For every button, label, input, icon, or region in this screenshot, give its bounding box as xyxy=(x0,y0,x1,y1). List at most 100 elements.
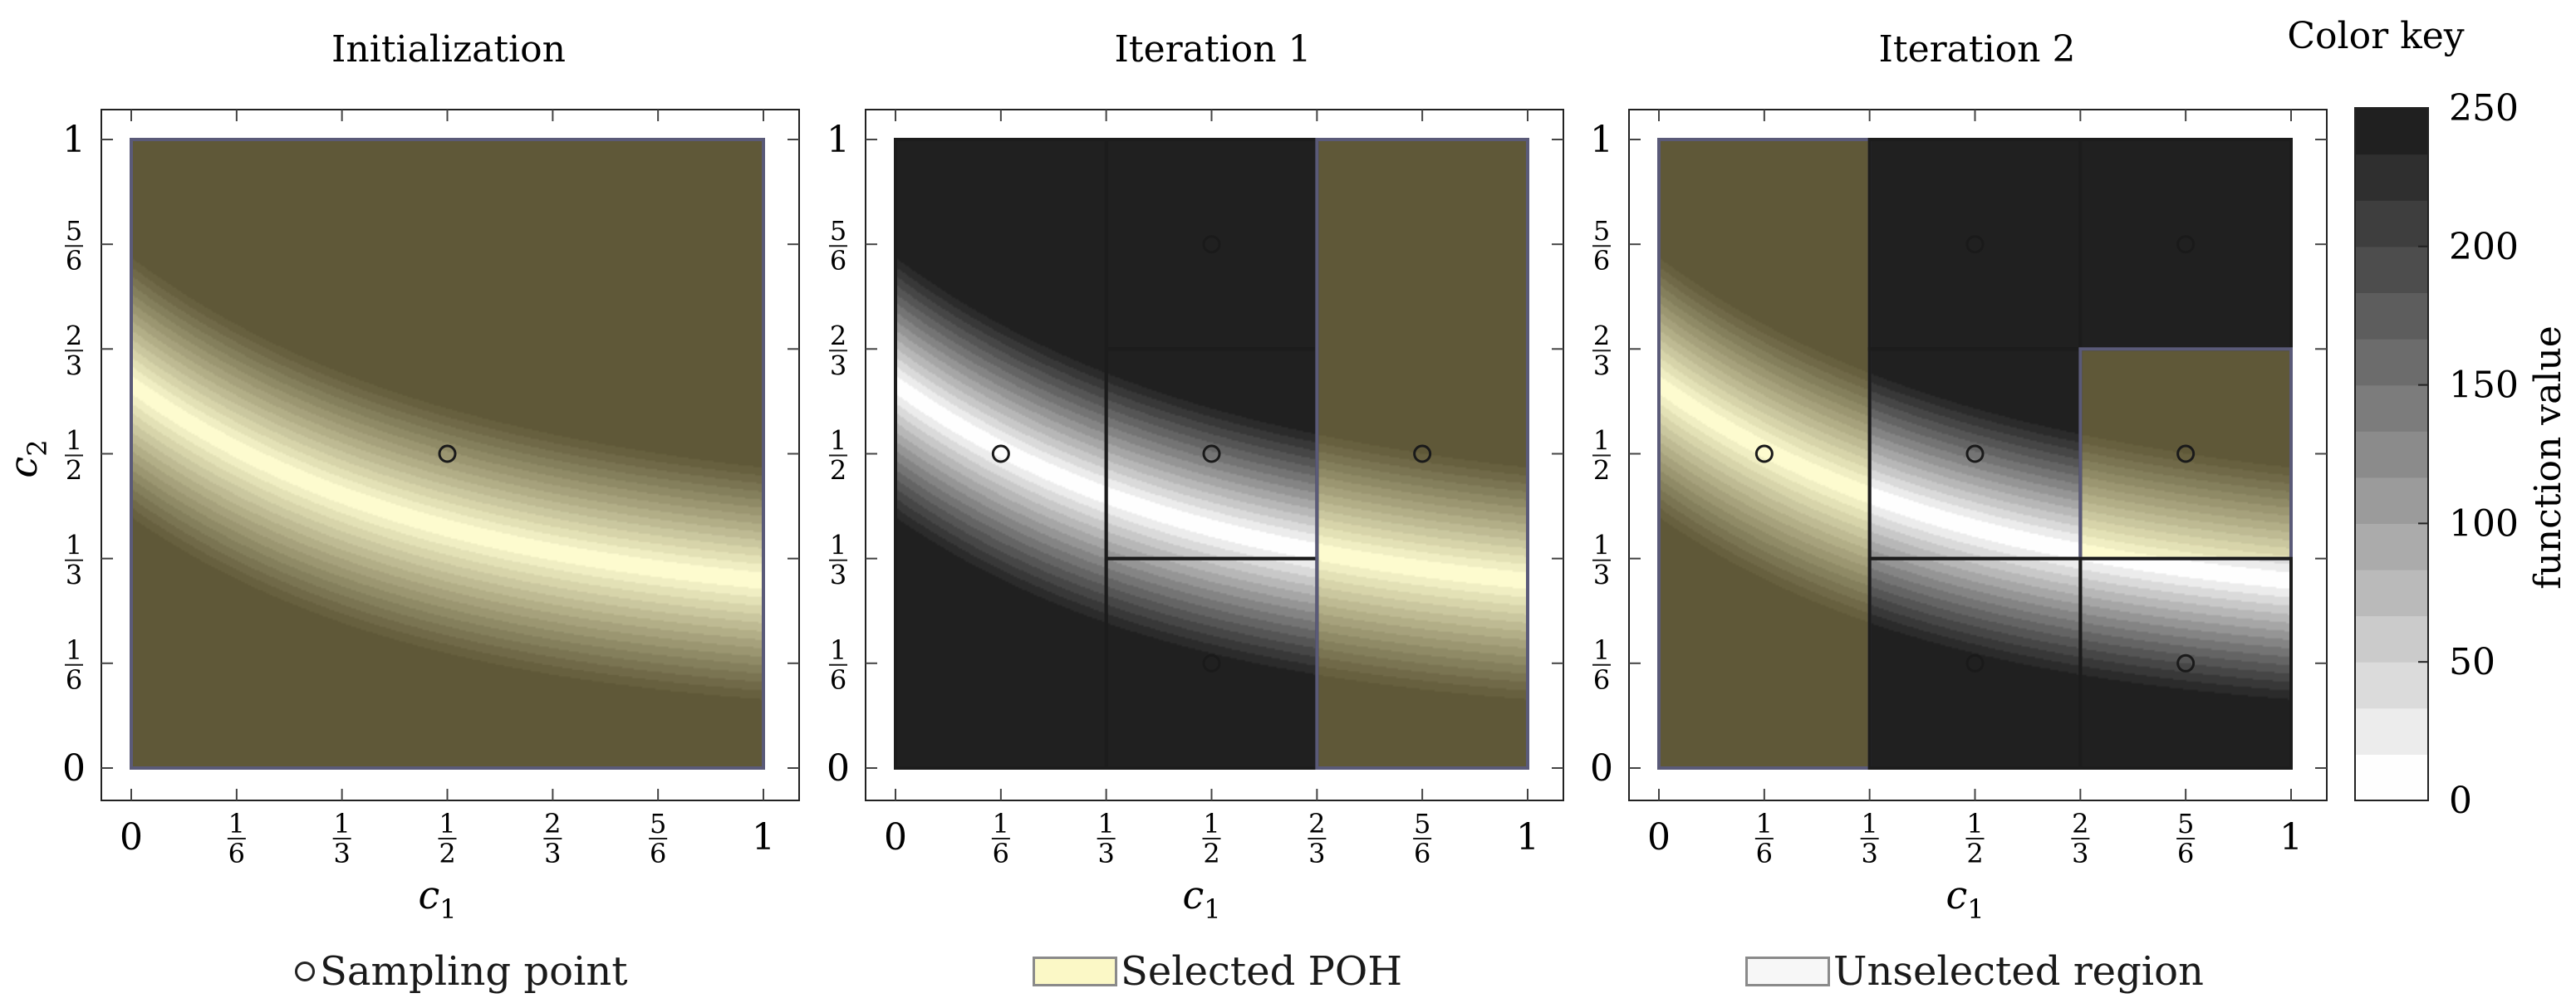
unselected-region-border xyxy=(2078,556,2293,770)
color-key-tick-label: 100 xyxy=(2449,502,2519,545)
tick-denominator: 3 xyxy=(544,838,561,869)
y-axis-label: c2 xyxy=(1,439,53,477)
tick-label: 1 xyxy=(752,816,775,859)
tick-fraction: 23 xyxy=(1308,808,1327,869)
tick-label: 0 xyxy=(1590,747,1613,790)
panel-1: Initialization001616131312122323565611c1… xyxy=(1,28,800,925)
color-key-title: Color key xyxy=(2287,15,2464,57)
unselected-region xyxy=(1106,139,1317,350)
selected-region-border xyxy=(1315,138,1529,770)
tick-fraction: 16 xyxy=(991,808,1010,869)
tick-numerator: 1 xyxy=(1861,808,1877,839)
color-key-band xyxy=(2355,754,2428,801)
tick-denominator: 6 xyxy=(66,664,82,696)
color-key-band xyxy=(2355,615,2428,663)
tick-fraction: 23 xyxy=(829,320,847,381)
tick-fraction: 16 xyxy=(65,634,83,696)
tick-label: 0 xyxy=(1647,816,1671,859)
tick-fraction: 16 xyxy=(1754,808,1774,869)
tick-fraction: 12 xyxy=(438,808,457,869)
color-key-axis-label: function value xyxy=(2527,325,2569,590)
tick-numerator: 1 xyxy=(228,808,245,839)
tick-denominator: 6 xyxy=(66,245,82,276)
tick-fraction: 13 xyxy=(829,530,847,591)
unselected-region xyxy=(1869,139,2081,350)
tick-fraction: 13 xyxy=(1860,808,1879,869)
x-axis-label: c1 xyxy=(418,873,456,925)
tick-denominator: 6 xyxy=(650,838,666,869)
tick-numerator: 1 xyxy=(66,530,82,561)
color-key-band xyxy=(2355,200,2428,247)
tick-fraction: 12 xyxy=(1965,808,1985,869)
tick-fraction: 12 xyxy=(829,425,847,487)
tick-numerator: 2 xyxy=(1593,320,1610,351)
tick-numerator: 5 xyxy=(1593,215,1610,247)
sampling-point xyxy=(2176,653,2196,673)
tick-fraction: 13 xyxy=(332,808,351,869)
unselected-region xyxy=(2080,139,2291,350)
color-key-band xyxy=(2355,384,2428,432)
tick-denominator: 3 xyxy=(1593,560,1610,591)
tick-label: 1 xyxy=(2279,816,2303,859)
tick-numerator: 1 xyxy=(1593,634,1610,666)
unselected-region xyxy=(1106,558,1317,768)
selected-region xyxy=(1317,139,1528,768)
tick-denominator: 2 xyxy=(1966,838,1983,869)
selected-region xyxy=(2080,349,2291,559)
tick-fraction: 13 xyxy=(1097,808,1116,869)
tick-numerator: 1 xyxy=(830,425,846,457)
selected-region xyxy=(1659,139,1870,768)
color-key-band xyxy=(2355,154,2428,201)
tick-fraction: 56 xyxy=(2176,808,2196,869)
tick-numerator: 1 xyxy=(439,808,455,839)
sampling-point xyxy=(1202,235,1221,254)
tick-numerator: 1 xyxy=(1966,808,1983,839)
tick-fraction: 12 xyxy=(1592,425,1611,487)
unselected-region xyxy=(1106,349,1317,559)
color-key-band xyxy=(2355,570,2428,617)
tick-fraction: 12 xyxy=(65,425,83,487)
unselected-region xyxy=(1869,349,2081,559)
tick-numerator: 1 xyxy=(993,808,1009,839)
tick-denominator: 3 xyxy=(66,560,82,591)
color-key-band xyxy=(2355,431,2428,478)
tick-numerator: 1 xyxy=(830,530,846,561)
tick-label: 0 xyxy=(62,747,86,790)
tick-numerator: 1 xyxy=(66,634,82,666)
color-key-band xyxy=(2355,477,2428,524)
tick-denominator: 6 xyxy=(1593,664,1610,696)
tick-numerator: 2 xyxy=(66,320,82,351)
tick-denominator: 2 xyxy=(1593,455,1610,487)
tick-fraction: 23 xyxy=(1592,320,1611,381)
tick-denominator: 3 xyxy=(830,350,846,381)
selected-region xyxy=(131,139,763,768)
tick-label: 0 xyxy=(827,747,850,790)
tick-label: 0 xyxy=(884,816,907,859)
tick-denominator: 3 xyxy=(66,350,82,381)
tick-denominator: 6 xyxy=(1593,245,1610,276)
tick-numerator: 2 xyxy=(544,808,561,839)
legend-selected-poh: Selected POH xyxy=(1033,947,1402,996)
selected-poh-swatch xyxy=(1033,957,1117,986)
color-key-band xyxy=(2355,707,2428,755)
tick-denominator: 6 xyxy=(830,245,846,276)
color-key-tick-label: 200 xyxy=(2449,226,2519,268)
tick-denominator: 6 xyxy=(2177,838,2194,869)
panel-title: Initialization xyxy=(331,28,566,71)
sampling-point xyxy=(2176,235,2196,254)
tick-numerator: 2 xyxy=(1308,808,1325,839)
tick-denominator: 3 xyxy=(1097,838,1114,869)
tick-label: 0 xyxy=(120,816,143,859)
legend-sampling-point: Sampling point xyxy=(295,947,628,996)
tick-fraction: 23 xyxy=(543,808,562,869)
tick-denominator: 3 xyxy=(1593,350,1610,381)
tick-denominator: 6 xyxy=(1414,838,1430,869)
tick-fraction: 16 xyxy=(829,634,847,696)
tick-numerator: 1 xyxy=(66,425,82,457)
tick-denominator: 3 xyxy=(2072,838,2088,869)
tick-numerator: 2 xyxy=(2072,808,2088,839)
tick-numerator: 1 xyxy=(1756,808,1773,839)
legend-sampling-point-label: Sampling point xyxy=(320,948,628,995)
tick-numerator: 1 xyxy=(1203,808,1219,839)
